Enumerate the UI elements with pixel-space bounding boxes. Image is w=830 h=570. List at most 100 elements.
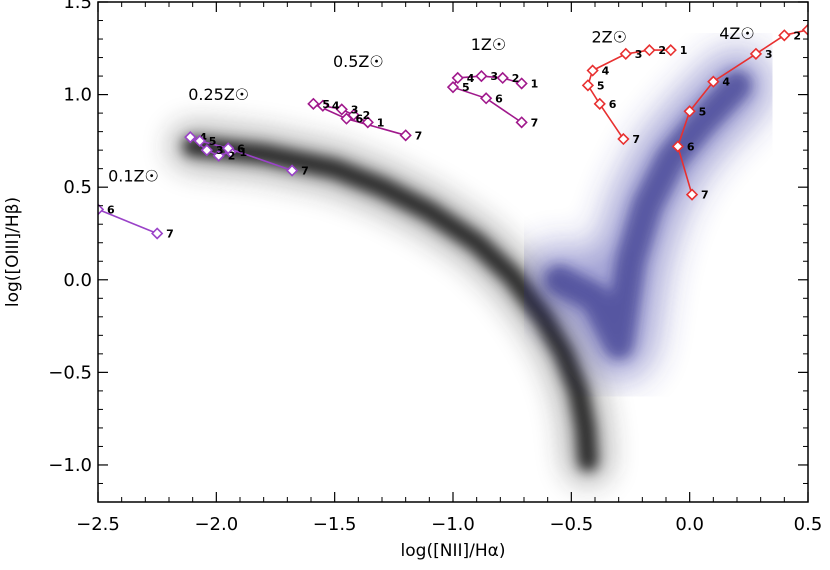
starforming-density-core xyxy=(182,136,598,472)
axes: −2.5 −2.0 −1.5 −1.0 −0.5 0.0 0.5 −1.0 −0.5 0.0 0.5… xyxy=(48,0,822,535)
data-point xyxy=(98,203,105,216)
data-point xyxy=(307,97,320,110)
metallicity-label: 0.5Z☉ xyxy=(333,52,384,71)
x-axis-title: log([NII]/Hα) xyxy=(401,541,506,561)
data-point xyxy=(778,29,791,42)
data-point xyxy=(193,134,206,148)
x-tick-label: −2.5 xyxy=(76,514,120,535)
point-label: 7 xyxy=(632,133,640,146)
point-label: 4 xyxy=(332,100,340,113)
y-tick-label: 0.5 xyxy=(63,177,92,198)
point-label: 7 xyxy=(301,165,309,178)
series-track: 67 xyxy=(98,203,174,240)
x-tick-label: −0.5 xyxy=(549,514,593,535)
point-label: 5 xyxy=(462,81,470,94)
data-point xyxy=(446,81,460,94)
data-point xyxy=(671,140,684,153)
data-point xyxy=(151,227,164,240)
point-label: 2 xyxy=(363,109,371,122)
metallicity-label: 0.25Z☉ xyxy=(188,85,249,104)
point-label: 1 xyxy=(680,44,688,57)
x-tick-label: −2.0 xyxy=(194,514,238,535)
data-point xyxy=(340,112,353,125)
data-point xyxy=(316,99,329,112)
point-label: 4 xyxy=(722,76,730,89)
data-point xyxy=(586,64,599,77)
point-label: 2 xyxy=(793,29,801,42)
data-point xyxy=(593,97,606,110)
agn-density-core xyxy=(544,70,752,360)
metallicity-label: 1Z☉ xyxy=(471,35,506,54)
point-label: 6 xyxy=(237,142,245,155)
point-label: 1 xyxy=(817,24,825,37)
point-label: 7 xyxy=(166,227,174,240)
y-tick-label: 1.5 xyxy=(63,0,92,13)
galaxy-density-background xyxy=(169,50,772,485)
data-point xyxy=(480,92,493,105)
series-track: 1 2 3 4 5 6 7 xyxy=(671,23,825,202)
data-point xyxy=(475,69,488,83)
point-label: 3 xyxy=(490,70,498,83)
data-point xyxy=(361,116,374,129)
data-point xyxy=(496,71,509,85)
data-point xyxy=(683,105,696,118)
y-axis-title: log([OIII]/Hβ) xyxy=(3,197,23,307)
point-label: 6 xyxy=(495,92,503,105)
point-label: 2 xyxy=(228,150,236,163)
point-label: 2 xyxy=(512,72,520,85)
data-point xyxy=(184,131,197,144)
point-label: 5 xyxy=(322,98,330,111)
series-line xyxy=(98,208,158,235)
metallicity-labels: 0.1Z☉ 0.25Z☉ 0.5Z☉ 1Z☉ 2Z☉ 4Z☉ xyxy=(108,24,755,186)
data-point xyxy=(335,103,348,116)
point-label: 6 xyxy=(609,98,617,111)
data-point xyxy=(285,164,299,177)
x-tick-label: 0.5 xyxy=(794,514,823,535)
metallicity-label: 4Z☉ xyxy=(719,24,754,43)
y-tick-label: −1.0 xyxy=(48,455,92,476)
data-point xyxy=(200,144,213,157)
point-label: 3 xyxy=(351,103,359,116)
metallicity-label: 0.1Z☉ xyxy=(108,167,159,186)
point-label: 4 xyxy=(467,72,475,85)
point-label: 5 xyxy=(209,135,217,148)
point-label: 4 xyxy=(199,131,207,144)
data-point xyxy=(212,149,225,162)
y-tick-label: 0.0 xyxy=(63,270,92,291)
data-point xyxy=(619,47,632,60)
y-tick-label: −0.5 xyxy=(48,362,92,383)
data-point xyxy=(801,23,808,36)
data-point xyxy=(451,71,464,85)
point-label: 6 xyxy=(356,113,364,126)
data-point xyxy=(581,79,595,92)
point-label: 3 xyxy=(216,144,224,157)
x-tick-label: 0.0 xyxy=(675,514,704,535)
data-point xyxy=(664,44,677,57)
point-label: 2 xyxy=(658,44,666,57)
point-label: 5 xyxy=(699,105,707,118)
data-point xyxy=(399,129,412,142)
point-label: 7 xyxy=(701,189,709,202)
data-point xyxy=(515,77,528,90)
y-tick-label: 1.0 xyxy=(63,85,92,106)
point-label: 6 xyxy=(107,203,115,216)
point-label: 1 xyxy=(377,116,385,129)
point-label: 5 xyxy=(597,79,605,92)
point-label: 7 xyxy=(415,129,423,142)
point-label: 1 xyxy=(531,77,539,90)
data-point xyxy=(515,116,528,129)
point-label: 4 xyxy=(602,65,610,78)
metallicity-label: 2Z☉ xyxy=(591,28,626,47)
data-point xyxy=(707,75,720,88)
x-tick-label: −1.0 xyxy=(431,514,475,535)
data-point xyxy=(685,188,699,201)
data-point xyxy=(222,142,235,155)
point-label: 3 xyxy=(765,48,773,61)
point-label: 6 xyxy=(687,140,695,153)
